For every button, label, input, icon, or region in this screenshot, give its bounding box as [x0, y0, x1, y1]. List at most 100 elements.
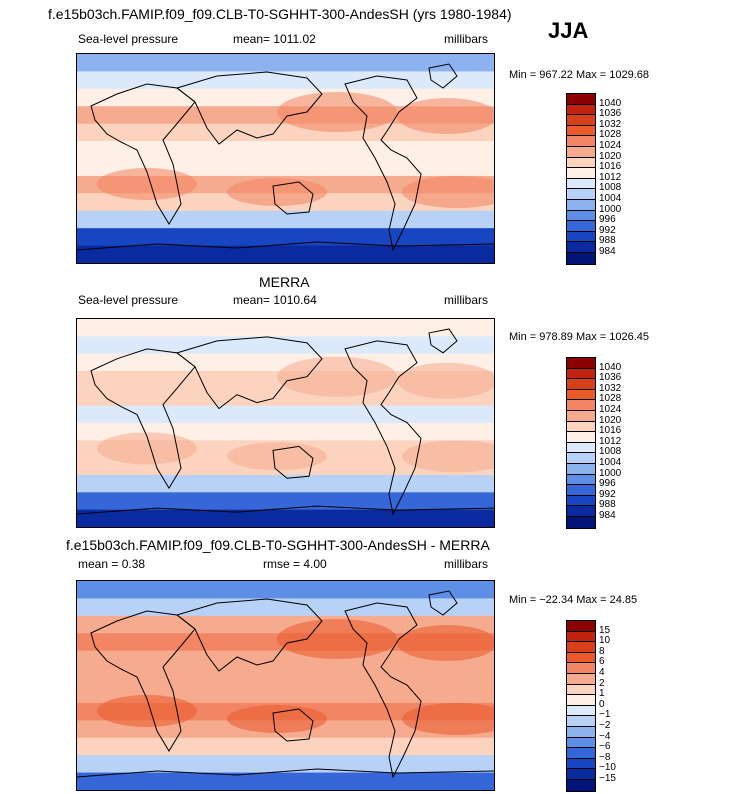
colorbar-swatch: [567, 432, 595, 443]
pressure-center: [277, 92, 397, 132]
colorbar-tick-label: −1: [599, 709, 611, 721]
colorbar-tick-label: 1004: [599, 193, 622, 204]
colorbar-swatch: [567, 231, 595, 243]
colorbar-swatch: [567, 737, 595, 749]
colorbar-swatch: [567, 705, 595, 717]
latitude-band: [77, 158, 494, 177]
coastline: [90, 348, 196, 490]
colorbar-swatch: [567, 389, 595, 401]
colorbar-swatch: [567, 758, 595, 770]
latitude-band: [77, 245, 494, 263]
colorbar-tick-label: −8: [599, 751, 611, 763]
latitude-band: [77, 650, 494, 669]
colorbar-swatch: [567, 379, 595, 390]
latitude-band: [77, 598, 494, 617]
panel1-variable: Sea-level pressure: [78, 32, 179, 46]
panel2-title: MERRA: [259, 274, 310, 290]
colorbar-swatch: [567, 748, 595, 759]
colorbar-swatch: [567, 104, 595, 116]
latitude-band: [77, 319, 494, 337]
latitude-band: [77, 737, 494, 756]
pressure-center: [97, 168, 197, 200]
season-label: JJA: [548, 18, 589, 43]
coastline: [272, 445, 314, 479]
colorbar-tick-label: 15: [599, 624, 611, 636]
colorbar-tick-label: −6: [599, 741, 611, 753]
colorbar-tick-label: 984: [599, 510, 616, 521]
colorbar-tick-label: −2: [599, 720, 611, 731]
panel3-rmse: rmse = 4.00: [263, 557, 327, 571]
panel3-minmax: Min = −22.34 Max = 24.85: [509, 594, 638, 606]
latitude-band: [77, 336, 494, 355]
coastline: [272, 708, 314, 742]
colorbar-swatch: [567, 673, 595, 685]
panel3-title: f.e15b03ch.FAMIP.f09_f09.CLB-T0-SGHHT-30…: [66, 537, 490, 553]
pressure-center: [397, 98, 494, 134]
latitude-band: [77, 475, 494, 493]
panel1-map: [76, 53, 495, 264]
colorbar-tick-label: 6: [599, 656, 605, 668]
colorbar-swatch: [567, 210, 595, 222]
colorbar-swatch: [567, 157, 595, 169]
colorbar-swatch: [567, 168, 595, 179]
latitude-band: [77, 581, 494, 599]
colorbar-tick-label: 1000: [599, 467, 622, 479]
map-svg: [77, 581, 494, 790]
latitude-band: [77, 54, 494, 72]
colorbar-swatch: [567, 769, 595, 780]
colorbar-swatch: [567, 463, 595, 475]
colorbar-swatch: [567, 136, 595, 147]
colorbar-tick-label: 1040: [599, 97, 622, 109]
pressure-center: [227, 442, 327, 471]
colorbar-tick-label: 1012: [599, 171, 622, 183]
colorbar-tick-label: 1000: [599, 203, 622, 215]
colorbar-tick-label: 1036: [599, 372, 622, 384]
latitude-band: [77, 228, 494, 247]
colorbar-swatch: [567, 453, 595, 464]
colorbar-swatch: [567, 695, 595, 706]
coastline: [428, 590, 458, 616]
colorbar-swatch: [567, 221, 595, 232]
coastline: [90, 83, 196, 225]
colorbar-swatch: [567, 146, 595, 158]
colorbar-tick-label: 1008: [599, 182, 622, 194]
colorbar-swatch: [567, 410, 595, 422]
pressure-center: [397, 625, 494, 661]
colorbar-swatch: [567, 400, 595, 411]
colorbar-swatch: [567, 178, 595, 190]
pressure-center: [97, 695, 197, 727]
colorbar-swatch: [567, 368, 595, 380]
panel2-colorbar: [566, 357, 596, 529]
latitude-band: [77, 755, 494, 774]
colorbar-tick-label: 1024: [599, 404, 622, 415]
map-svg: [77, 54, 494, 263]
coastline: [175, 598, 323, 672]
colorbar-swatch: [567, 189, 595, 200]
pressure-center: [277, 619, 397, 659]
latitude-band: [77, 405, 494, 424]
colorbar-tick-label: 1028: [599, 393, 622, 405]
colorbar-tick-label: 1040: [599, 361, 622, 373]
colorbar-swatch: [567, 663, 595, 674]
colorbar-tick-label: 984: [599, 246, 616, 257]
coastline: [344, 340, 422, 516]
colorbar-tick-label: −15: [599, 773, 616, 784]
colorbar-swatch: [567, 779, 595, 791]
pressure-center: [402, 440, 494, 473]
coastline: [344, 75, 422, 252]
colorbar-tick-label: 1032: [599, 118, 622, 130]
panel2-variable: Sea-level pressure: [78, 293, 179, 307]
latitude-band: [77, 509, 494, 527]
colorbar-tick-label: 996: [599, 214, 616, 226]
latitude-band: [77, 71, 494, 90]
colorbar-tick-label: 8: [599, 645, 605, 657]
colorbar-tick-label: 992: [599, 224, 616, 236]
latitude-band: [77, 492, 494, 511]
coastline: [90, 610, 196, 752]
colorbar-tick-label: 988: [599, 499, 616, 511]
panel2-mean: mean= 1010.64: [233, 293, 317, 307]
colorbar-tick-label: 1020: [599, 150, 622, 162]
colorbar-tick-label: 988: [599, 235, 616, 247]
coastline: [428, 328, 458, 354]
colorbar-swatch: [567, 115, 595, 126]
